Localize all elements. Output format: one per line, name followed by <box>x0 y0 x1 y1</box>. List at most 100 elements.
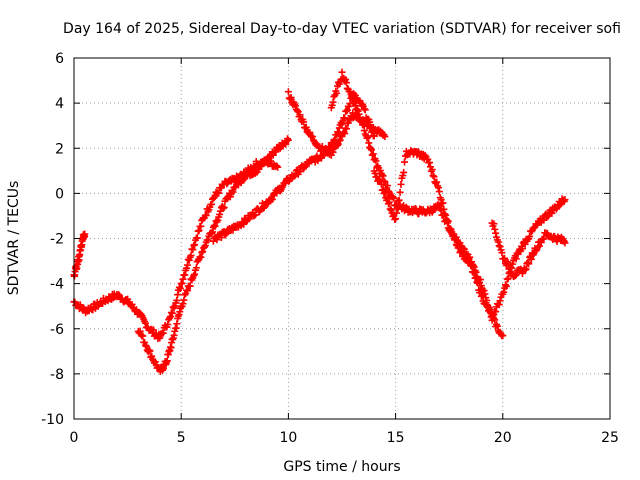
data-point <box>344 119 352 127</box>
data-point <box>361 106 369 114</box>
data-point <box>216 210 224 218</box>
data-point <box>287 93 295 101</box>
y-tick-label: 4 <box>55 96 64 112</box>
data-point <box>489 312 497 320</box>
data-point <box>434 201 442 209</box>
data-point <box>521 266 529 274</box>
data-point <box>500 288 508 296</box>
data-point <box>201 242 209 250</box>
data-point <box>211 222 219 230</box>
data-point <box>186 282 194 290</box>
y-axis-title: SDTVAR / TECUs <box>6 181 22 296</box>
data-point <box>139 332 147 340</box>
data-point <box>342 107 350 115</box>
data-point <box>257 162 265 170</box>
data-point <box>204 236 212 244</box>
data-point <box>439 199 447 207</box>
x-tick-labels: 0 5 10 15 20 25 <box>70 430 619 446</box>
data-point <box>426 159 434 167</box>
data-point <box>360 127 368 135</box>
axis-ticks <box>73 57 611 420</box>
data-point <box>561 196 569 204</box>
data-point <box>342 125 350 133</box>
data-point <box>181 291 189 299</box>
data-point <box>495 242 503 250</box>
data-point <box>460 245 468 253</box>
data-point <box>367 146 375 154</box>
data-point <box>496 243 504 251</box>
data-point <box>284 135 292 143</box>
data-point <box>533 221 541 229</box>
data-point <box>146 347 154 355</box>
data-point <box>544 212 552 220</box>
data-point <box>282 140 290 148</box>
data-point <box>466 253 474 261</box>
data-point <box>180 296 188 304</box>
data-point <box>175 283 183 291</box>
data-point <box>343 106 351 114</box>
data-point <box>518 245 526 253</box>
data-point <box>486 305 494 313</box>
data-point <box>396 188 404 196</box>
chart-title: Day 164 of 2025, Sidereal Day-to-day VTE… <box>63 21 621 37</box>
data-point <box>336 136 344 144</box>
y-tick-labels: -10 -8 -6 -4 -2 0 2 4 6 <box>41 51 64 428</box>
data-point <box>136 327 144 335</box>
data-point <box>480 287 488 295</box>
data-point <box>367 144 375 152</box>
data-point <box>195 227 203 235</box>
data-point <box>381 189 389 197</box>
data-point <box>328 101 336 109</box>
data-points <box>70 68 569 376</box>
data-point <box>292 102 300 110</box>
x-tick-label: 15 <box>387 430 405 446</box>
x-axis-title: GPS time / hours <box>283 459 400 475</box>
data-point <box>305 160 313 168</box>
data-point <box>168 309 176 317</box>
data-point <box>434 184 442 192</box>
data-point <box>219 204 227 212</box>
x-tick-label: 5 <box>177 430 186 446</box>
data-point <box>364 133 372 141</box>
data-point <box>452 233 460 241</box>
data-point <box>351 101 359 109</box>
data-point <box>142 342 150 350</box>
data-point <box>190 272 198 280</box>
data-point <box>222 230 230 238</box>
data-point <box>477 292 485 300</box>
data-point <box>429 172 437 180</box>
data-point <box>399 172 407 180</box>
data-point <box>220 203 228 211</box>
data-point <box>309 133 317 141</box>
data-point <box>200 243 208 251</box>
grid-lines <box>74 58 610 419</box>
data-point <box>401 158 409 166</box>
data-point <box>217 233 225 241</box>
data-point <box>148 352 156 360</box>
data-point <box>178 279 186 287</box>
data-point <box>199 248 207 256</box>
data-point <box>504 274 512 282</box>
data-point <box>540 234 548 242</box>
data-point <box>163 357 171 365</box>
data-point <box>492 308 500 316</box>
data-point <box>394 197 402 205</box>
data-point <box>176 284 184 292</box>
series-sat-a <box>70 156 282 343</box>
data-point <box>341 114 349 122</box>
data-point <box>493 322 501 330</box>
data-point <box>197 253 205 261</box>
x-tick-label: 25 <box>601 430 619 446</box>
data-point <box>300 165 308 173</box>
data-point <box>421 151 429 159</box>
data-point <box>124 295 132 303</box>
data-point <box>363 134 371 142</box>
data-point <box>293 107 301 115</box>
data-point <box>526 232 534 240</box>
data-point <box>494 238 502 246</box>
data-point <box>291 172 299 180</box>
data-point <box>522 265 530 273</box>
y-tick-label: -4 <box>50 277 64 293</box>
data-point <box>369 150 377 158</box>
